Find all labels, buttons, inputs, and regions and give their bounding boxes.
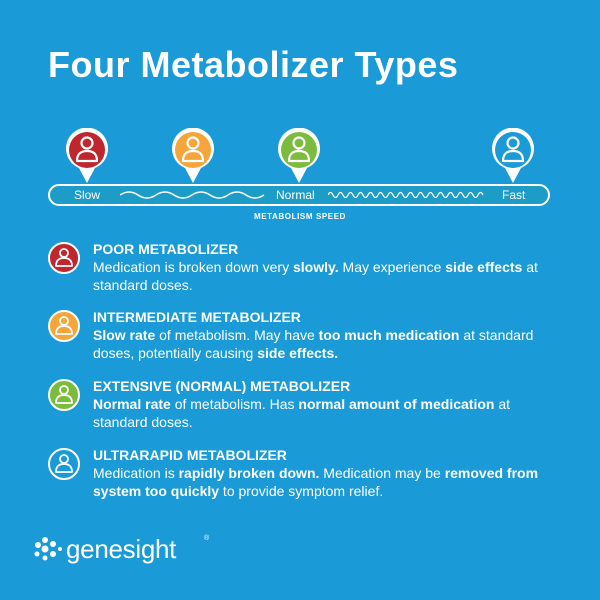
item-title: POOR METABOLIZER [93, 241, 239, 257]
logo-mark-icon [34, 537, 62, 561]
slow-wave-icon [120, 191, 265, 199]
fast-wave-icon [328, 191, 484, 199]
item-description: Normal rate of metabolism. Has normal am… [93, 395, 563, 431]
emphasis-text: Normal rate [93, 396, 171, 412]
emphasis-text: too much medication [318, 327, 460, 343]
item-description: Medication is rapidly broken down. Medic… [93, 464, 563, 500]
item-title: INTERMEDIATE METABOLIZER [93, 309, 301, 325]
page-title: Four Metabolizer Types [48, 44, 459, 85]
description-text: Medication may be [319, 465, 445, 481]
item-title: ULTRARAPID METABOLIZER [93, 447, 287, 463]
description-text: at standard doses. [93, 259, 538, 293]
extensive-person-icon [48, 379, 80, 411]
emphasis-text: side effects [445, 259, 523, 275]
normal-label: Normal [276, 188, 315, 202]
emphasis-text: slowly. [293, 259, 339, 275]
description-text: to provide symptom relief. [219, 483, 384, 499]
item-title: EXTENSIVE (NORMAL) METABOLIZER [93, 378, 351, 394]
description-text: May experience [338, 259, 446, 275]
poor-metabolizer-pin-icon [66, 128, 108, 183]
description-text: of metabolism. Has [170, 396, 299, 412]
item-description: Slow rate of metabolism. May have too mu… [93, 326, 563, 362]
description-text: at standard doses, potentially causing [93, 327, 534, 361]
emphasis-text: rapidly broken down. [178, 465, 320, 481]
description-text: at standard doses. [93, 396, 511, 430]
item-description: Medication is broken down very slowly. M… [93, 258, 563, 294]
ultrarapid-person-icon [48, 448, 80, 480]
intermediate-person-icon [48, 310, 80, 342]
emphasis-text: removed from system too quickly [93, 465, 539, 499]
slow-label: Slow [74, 188, 101, 202]
speed-caption: METABOLISM SPEED [253, 212, 347, 221]
emphasis-text: normal amount of medication [298, 396, 495, 412]
fast-label: Fast [502, 188, 526, 202]
emphasis-text: side effects. [257, 345, 339, 361]
description-text: of metabolism. May have [155, 327, 319, 343]
logo-text: genesight [66, 534, 177, 564]
intermediate-metabolizer-pin-icon [172, 128, 214, 183]
logo-registered-mark: ® [204, 535, 210, 542]
metabolism-speed-bar: Slow Normal Fast [48, 184, 550, 206]
extensive-metabolizer-pin-icon [278, 128, 320, 183]
description-text: Medication is broken down very [93, 259, 293, 275]
description-text: Medication is [93, 465, 179, 481]
ultrarapid-metabolizer-pin-icon [492, 128, 534, 183]
genesight-logo: genesight ® [32, 531, 232, 571]
emphasis-text: Slow rate [93, 327, 156, 343]
poor-person-icon [48, 242, 80, 274]
